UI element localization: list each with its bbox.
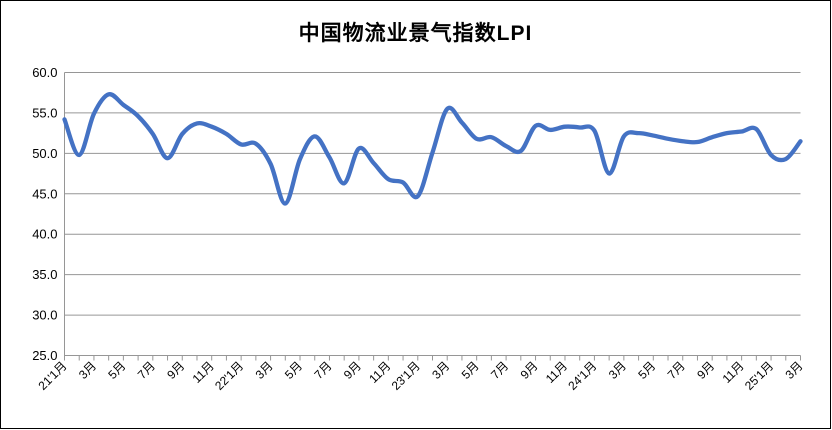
chart-title: 中国物流业景气指数LPI [298,22,533,45]
x-axis-tick-label: 9月 [694,359,717,382]
y-axis-tick-label: 50.0 [32,146,57,161]
x-axis-tick-label: 23'1月 [389,359,423,393]
y-axis-tick-label: 55.0 [32,105,57,120]
x-axis-tick-label: 5月 [282,359,305,382]
y-axis-tick-label: 30.0 [32,308,57,323]
x-axis-tick-label: 9月 [341,359,364,382]
y-axis-tick-label: 25.0 [32,348,57,363]
lpi-line-series [62,92,803,206]
y-axis-tick-label: 40.0 [32,227,57,242]
x-axis-tick-label: 3月 [76,359,99,382]
x-axis-tick-label: 9月 [164,359,187,382]
x-axis-tick-label: 7月 [665,359,688,382]
x-axis-tick-label: 3月 [253,359,276,382]
x-axis-tick-label: 25'1月 [742,359,776,393]
y-axis-tick-label: 35.0 [32,267,57,282]
x-axis-tick-label: 3月 [783,359,806,382]
x-axis-tick-label: 7月 [488,359,511,382]
x-axis-tick-label: 5月 [105,359,128,382]
x-axis-tick-label: 3月 [429,359,452,382]
x-axis-tick-label: 9月 [518,359,541,382]
x-axis-tick-label: 22'1月 [212,359,246,393]
x-axis-tick-label: 5月 [459,359,482,382]
x-axis-tick-label: 21'1月 [35,359,69,393]
x-axis-tick-label: 7月 [311,359,334,382]
y-axis-tick-label: 60.0 [32,65,57,80]
x-axis-tick-label: 3月 [606,359,629,382]
x-axis-tick-label: 7月 [135,359,158,382]
x-axis-tick-label: 24'1月 [565,359,599,393]
y-axis-tick-label: 45.0 [32,186,57,201]
x-axis-tick-label: 5月 [635,359,658,382]
